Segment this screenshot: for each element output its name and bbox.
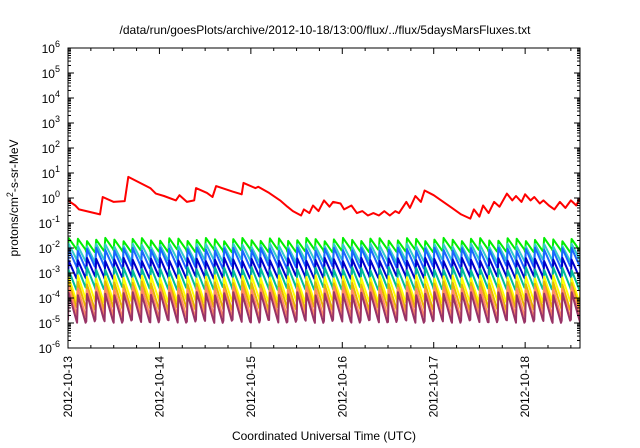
y-tick-label: 10-2 (39, 239, 60, 256)
series-line (68, 256, 580, 280)
y-tick-base: 10 (42, 142, 56, 156)
y-tick-base: 10 (42, 167, 56, 181)
y-axis-label-prefix: protons/cm (7, 197, 21, 256)
y-tick-label: 10-3 (39, 264, 60, 281)
y-tick-exponent: -1 (52, 214, 60, 224)
y-tick-exponent: 2 (55, 139, 60, 149)
y-tick-label: 105 (42, 64, 60, 81)
x-axis: 2012-10-13 2012-10-14 2012-10-15 2012-10-16… (61, 48, 572, 418)
series-line (68, 266, 580, 291)
y-tick-base: 10 (39, 217, 53, 231)
x-tick-label: 2012-10-16 (335, 356, 349, 418)
x-tick-label: 2012-10-14 (152, 356, 166, 418)
y-tick-label: 104 (42, 89, 60, 106)
y-tick-base: 10 (42, 192, 56, 206)
series-group (68, 175, 580, 324)
y-axis-label-superscript: 2 (5, 192, 15, 197)
y-tick-base: 10 (39, 317, 53, 331)
x-tick-label: 2012-10-13 (61, 356, 75, 418)
y-tick-base: 10 (39, 292, 53, 306)
y-tick-exponent: -2 (52, 239, 60, 249)
y-tick-base: 10 (39, 342, 53, 356)
y-tick-base: 10 (39, 242, 53, 256)
y-tick-label: 10-1 (39, 214, 60, 231)
x-tick-label: 2012-10-18 (518, 356, 532, 418)
x-tick-label: 2012-10-17 (427, 356, 441, 418)
y-tick-label: 106 (42, 39, 60, 56)
y-tick-exponent: 1 (55, 164, 60, 174)
y-tick-label: 10-6 (39, 339, 60, 356)
y-tick-exponent: -5 (52, 314, 60, 324)
y-tick-label: 100 (42, 189, 60, 206)
y-tick-exponent: -4 (52, 289, 60, 299)
y-tick-base: 10 (42, 92, 56, 106)
y-tick-exponent: 0 (55, 189, 60, 199)
y-tick-label: 101 (42, 164, 60, 181)
y-tick-exponent: -3 (52, 264, 60, 274)
y-tick-label: 10-4 (39, 289, 60, 306)
y-tick-exponent: 6 (55, 39, 60, 49)
chart-title: /data/run/goesPlots/archive/2012-10-18/1… (120, 23, 532, 37)
y-tick-exponent: 4 (55, 89, 60, 99)
x-tick-label: 2012-10-15 (244, 356, 258, 418)
y-tick-exponent: 5 (55, 64, 60, 74)
series-line (68, 175, 580, 220)
x-axis-label: Coordinated Universal Time (UTC) (232, 429, 416, 443)
series-line (68, 291, 580, 324)
y-tick-label: 102 (42, 139, 60, 156)
y-tick-base: 10 (42, 67, 56, 81)
y-tick-base: 10 (42, 117, 56, 131)
y-axis: 10-610-510-410-310-210-11001011021031041… (39, 39, 580, 356)
y-tick-exponent: 3 (55, 114, 60, 124)
y-axis-label: protons/cm2-s-sr-MeV (5, 139, 21, 256)
y-axis-label-suffix: -s-sr-MeV (7, 139, 21, 192)
y-tick-base: 10 (42, 42, 56, 56)
series-line (68, 246, 580, 270)
y-tick-base: 10 (39, 267, 53, 281)
y-tick-label: 103 (42, 114, 60, 131)
y-tick-exponent: -6 (52, 339, 60, 349)
y-tick-label: 10-5 (39, 314, 60, 331)
